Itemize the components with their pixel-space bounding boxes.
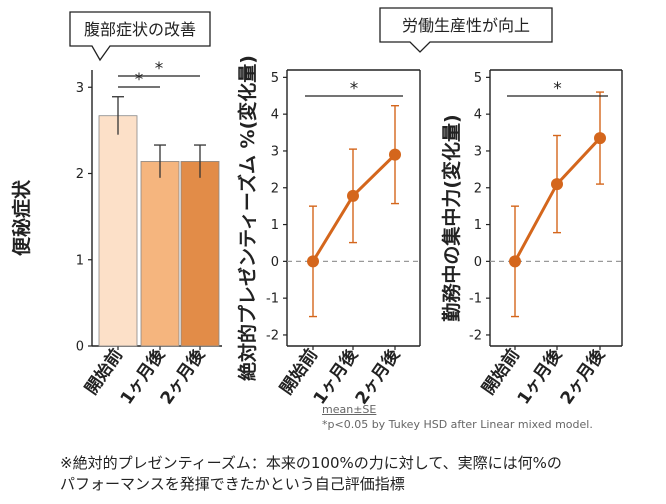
y-tick-label: 4	[271, 108, 279, 123]
bar	[180, 161, 220, 347]
y-tick-label: 3	[76, 81, 84, 96]
data-point	[389, 148, 401, 161]
callout-left-box	[69, 11, 211, 62]
x-tick-label: 2ヶ月後	[351, 344, 405, 408]
data-point	[551, 178, 563, 191]
y-tick-label: 0	[474, 255, 482, 270]
y-tick-label: 2	[76, 167, 84, 182]
data-point	[509, 255, 521, 268]
x-tick-label: 2ヶ月後	[556, 344, 610, 408]
y-tick-label: -2	[266, 328, 279, 343]
y-tick-label: -1	[266, 292, 279, 307]
y-axis-label: 便秘症状	[10, 179, 33, 256]
bar	[98, 115, 138, 347]
y-tick-label: -1	[469, 292, 482, 307]
y-tick-label: 3	[271, 144, 279, 159]
data-point	[307, 255, 319, 268]
callout-left-label: 腹部症状の改善	[84, 20, 196, 39]
series-line	[311, 153, 397, 263]
y-tick-label: 2	[474, 181, 482, 196]
definition-note-line-2: パフォーマンスを発揮できたかという自己評価指標	[60, 475, 405, 493]
data-point	[347, 189, 359, 202]
significance-star: *	[350, 79, 359, 99]
y-tick-label: 0	[271, 255, 279, 270]
significance-note: *p<0.05 by Tukey HSD after Linear mixed …	[322, 418, 593, 431]
callout-right-box	[379, 7, 553, 53]
significance-star: *	[553, 79, 562, 99]
significance-star: *	[155, 59, 164, 79]
y-tick-label: 1	[76, 253, 84, 268]
y-tick-label: 0	[76, 340, 84, 355]
definition-note-line-1: ※絶対的プレゼンティーズム：本来の100%の力に対して、実際には何%の	[60, 454, 562, 472]
y-axis-label: 絶対的プレゼンティーズム %(変化量)	[236, 55, 259, 381]
y-tick-label: 5	[474, 71, 482, 86]
y-tick-label: 4	[474, 108, 482, 123]
y-tick-label: -2	[469, 328, 482, 343]
significance-star: *	[135, 70, 144, 90]
data-point	[594, 132, 606, 145]
callout-right-label: 労働生産性が向上	[402, 16, 530, 35]
y-tick-label: 3	[474, 144, 482, 159]
mean-se-note: mean±SE	[322, 403, 377, 416]
y-tick-label: 1	[271, 218, 279, 233]
y-tick-label: 1	[474, 218, 482, 233]
y-axis-label: 勤務中の集中力(変化量)	[440, 114, 463, 321]
y-tick-label: 2	[271, 181, 279, 196]
bar	[140, 161, 180, 347]
y-tick-label: 5	[271, 71, 279, 86]
